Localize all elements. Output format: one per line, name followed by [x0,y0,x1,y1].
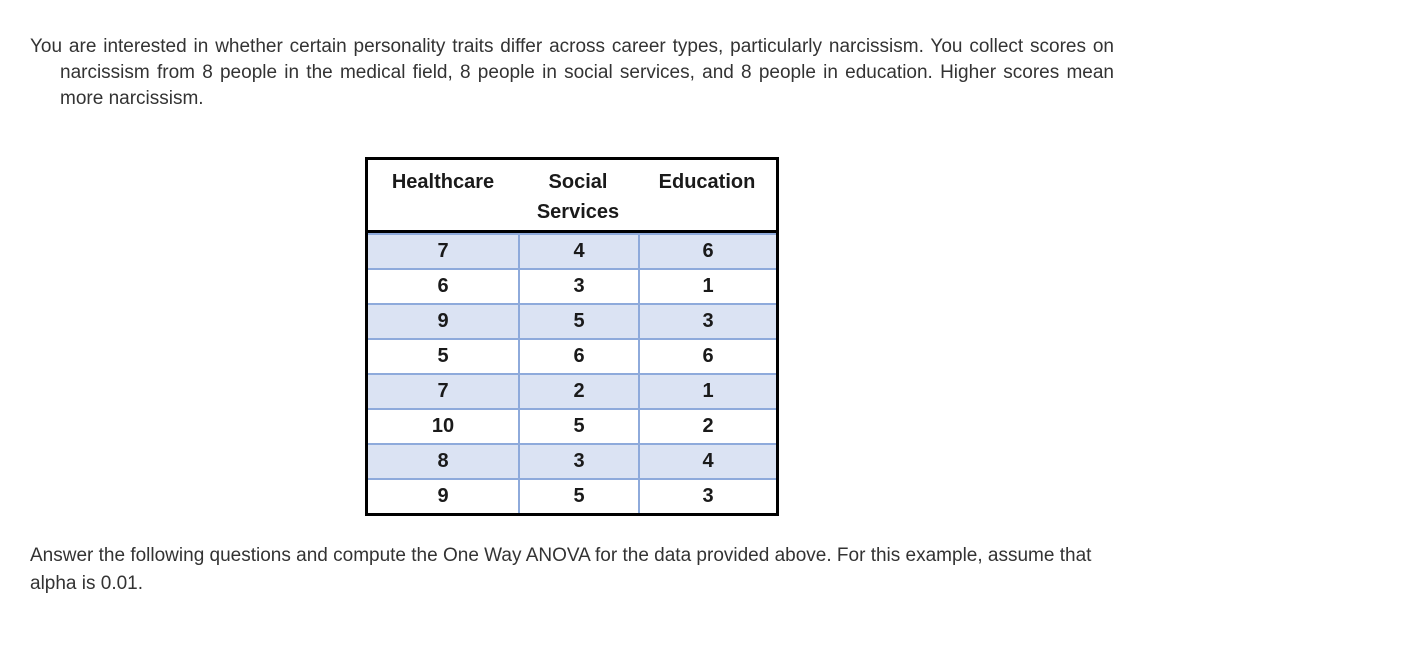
column-header-social-services: Social Services [518,160,638,233]
table-cell: 9 [368,478,518,513]
table-cell: 4 [518,233,638,268]
table-cell: 10 [368,408,518,443]
column-header-healthcare: Healthcare [368,160,518,233]
table-header: Healthcare Social Services Education [368,160,776,233]
table-cell: 5 [368,338,518,373]
table-cell: 9 [368,303,518,338]
table-cell: 8 [368,443,518,478]
table-cell: 6 [368,268,518,303]
table-cell: 2 [518,373,638,408]
table-cell: 6 [638,338,776,373]
table-cell: 6 [638,233,776,268]
table-cell: 2 [638,408,776,443]
intro-paragraph: You are interested in whether certain pe… [30,36,1114,109]
header-row: Healthcare Social Services Education [368,160,776,233]
table-cell: 5 [518,303,638,338]
column-header-education: Education [638,160,776,233]
table-row: 10 5 2 [368,408,776,443]
table-cell: 3 [638,303,776,338]
table-cell: 6 [518,338,638,373]
table-cell: 1 [638,373,776,408]
table-cell: 7 [368,233,518,268]
table-cell: 3 [518,443,638,478]
table-cell: 3 [638,478,776,513]
table-cell: 3 [518,268,638,303]
table-cell: 4 [638,443,776,478]
table-body: 7 4 6 6 3 1 9 5 3 5 6 6 7 2 1 10 5 2 8 3 4 9 5 3 [368,233,776,513]
table-cell: 7 [368,373,518,408]
table-cell: 5 [518,478,638,513]
outro-paragraph: Answer the following questions and compu… [30,545,1092,594]
table-cell: 1 [638,268,776,303]
table-cell: 5 [518,408,638,443]
